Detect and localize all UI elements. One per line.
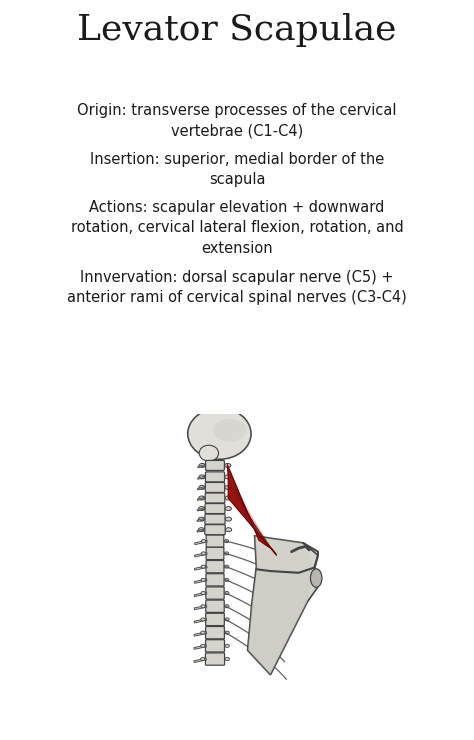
Ellipse shape xyxy=(201,565,206,568)
FancyArrow shape xyxy=(197,508,204,511)
Ellipse shape xyxy=(225,591,229,594)
FancyBboxPatch shape xyxy=(205,472,225,482)
FancyArrow shape xyxy=(194,619,207,623)
FancyArrow shape xyxy=(198,477,205,480)
Ellipse shape xyxy=(188,408,251,460)
Ellipse shape xyxy=(225,658,229,661)
Text: Insertion: superior, medial border of the
scapula: Insertion: superior, medial border of th… xyxy=(90,152,384,187)
FancyBboxPatch shape xyxy=(206,587,224,599)
Ellipse shape xyxy=(201,578,206,582)
Ellipse shape xyxy=(225,578,229,582)
FancyArrow shape xyxy=(194,540,207,545)
Ellipse shape xyxy=(225,485,231,489)
Ellipse shape xyxy=(201,631,205,634)
Ellipse shape xyxy=(225,605,229,608)
FancyBboxPatch shape xyxy=(206,600,224,613)
Ellipse shape xyxy=(213,419,246,442)
FancyBboxPatch shape xyxy=(205,493,225,503)
FancyArrow shape xyxy=(194,658,207,662)
Ellipse shape xyxy=(201,658,205,661)
Polygon shape xyxy=(228,477,277,555)
FancyBboxPatch shape xyxy=(205,514,225,524)
FancyArrow shape xyxy=(198,465,205,468)
Ellipse shape xyxy=(199,475,205,479)
Ellipse shape xyxy=(201,539,206,542)
FancyBboxPatch shape xyxy=(206,560,224,573)
FancyBboxPatch shape xyxy=(205,503,225,514)
Ellipse shape xyxy=(201,605,205,608)
Ellipse shape xyxy=(226,528,232,531)
FancyArrow shape xyxy=(194,605,207,610)
FancyBboxPatch shape xyxy=(206,613,224,625)
Ellipse shape xyxy=(225,507,231,511)
FancyBboxPatch shape xyxy=(206,627,224,639)
Ellipse shape xyxy=(201,552,206,555)
Polygon shape xyxy=(228,465,277,555)
FancyArrow shape xyxy=(194,645,207,649)
FancyBboxPatch shape xyxy=(206,460,224,471)
Ellipse shape xyxy=(198,528,204,531)
Ellipse shape xyxy=(199,496,205,500)
Ellipse shape xyxy=(225,475,231,479)
Ellipse shape xyxy=(199,507,205,511)
Ellipse shape xyxy=(225,618,229,621)
FancyBboxPatch shape xyxy=(205,525,225,535)
Ellipse shape xyxy=(201,645,205,648)
FancyArrow shape xyxy=(197,519,204,522)
FancyBboxPatch shape xyxy=(206,548,224,559)
Ellipse shape xyxy=(225,645,229,648)
Text: Levator Scapulae: Levator Scapulae xyxy=(77,13,397,47)
FancyArrow shape xyxy=(194,632,207,636)
Ellipse shape xyxy=(199,517,205,521)
Ellipse shape xyxy=(201,618,205,621)
Ellipse shape xyxy=(225,631,229,634)
FancyBboxPatch shape xyxy=(205,482,225,492)
Text: Origin: transverse processes of the cervical
vertebrae (C1-C4): Origin: transverse processes of the cerv… xyxy=(77,103,397,138)
Polygon shape xyxy=(247,569,314,675)
FancyArrow shape xyxy=(194,579,207,583)
FancyBboxPatch shape xyxy=(205,653,225,665)
Ellipse shape xyxy=(225,496,231,500)
FancyBboxPatch shape xyxy=(206,574,224,586)
FancyArrow shape xyxy=(194,553,207,557)
Ellipse shape xyxy=(224,565,229,568)
Polygon shape xyxy=(247,536,318,675)
Ellipse shape xyxy=(199,485,205,489)
Text: Actions: scapular elevation + downward
rotation, cervical lateral flexion, rotat: Actions: scapular elevation + downward r… xyxy=(71,200,403,256)
FancyBboxPatch shape xyxy=(206,639,225,652)
FancyArrow shape xyxy=(194,566,207,570)
Ellipse shape xyxy=(199,445,219,461)
Ellipse shape xyxy=(201,591,205,594)
Text: Innvervation: dorsal scapular nerve (C5) +
anterior rami of cervical spinal nerv: Innvervation: dorsal scapular nerve (C5)… xyxy=(67,270,407,305)
Ellipse shape xyxy=(225,463,231,468)
FancyArrow shape xyxy=(197,529,204,532)
Polygon shape xyxy=(255,536,314,571)
FancyArrow shape xyxy=(197,487,205,490)
FancyArrow shape xyxy=(194,592,207,596)
FancyArrow shape xyxy=(197,497,205,500)
Ellipse shape xyxy=(225,517,231,521)
Ellipse shape xyxy=(224,539,228,542)
Ellipse shape xyxy=(199,463,205,468)
Ellipse shape xyxy=(310,569,322,588)
Ellipse shape xyxy=(224,552,229,555)
FancyBboxPatch shape xyxy=(206,535,224,548)
